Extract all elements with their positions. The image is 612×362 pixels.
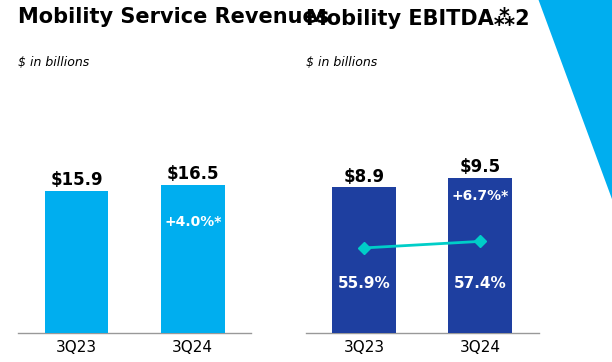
Text: +6.7%*: +6.7%* xyxy=(452,189,509,203)
Text: $16.5: $16.5 xyxy=(166,165,219,183)
Text: 57.4%: 57.4% xyxy=(454,277,507,291)
Text: $ in billions: $ in billions xyxy=(306,56,377,69)
Text: Mobility Service Revenues: Mobility Service Revenues xyxy=(18,7,330,27)
Bar xyxy=(332,188,396,333)
Text: $ in billions: $ in billions xyxy=(18,56,89,69)
Text: $9.5: $9.5 xyxy=(460,158,501,176)
Bar xyxy=(45,190,108,333)
Text: +4.0%*: +4.0%* xyxy=(164,215,222,229)
Text: Mobility EBITDA⁂2: Mobility EBITDA⁂2 xyxy=(306,7,529,29)
Bar xyxy=(161,185,225,333)
Text: $8.9: $8.9 xyxy=(343,168,385,186)
Text: 55.9%: 55.9% xyxy=(338,277,390,291)
Text: $15.9: $15.9 xyxy=(50,171,103,189)
Bar xyxy=(449,177,512,333)
